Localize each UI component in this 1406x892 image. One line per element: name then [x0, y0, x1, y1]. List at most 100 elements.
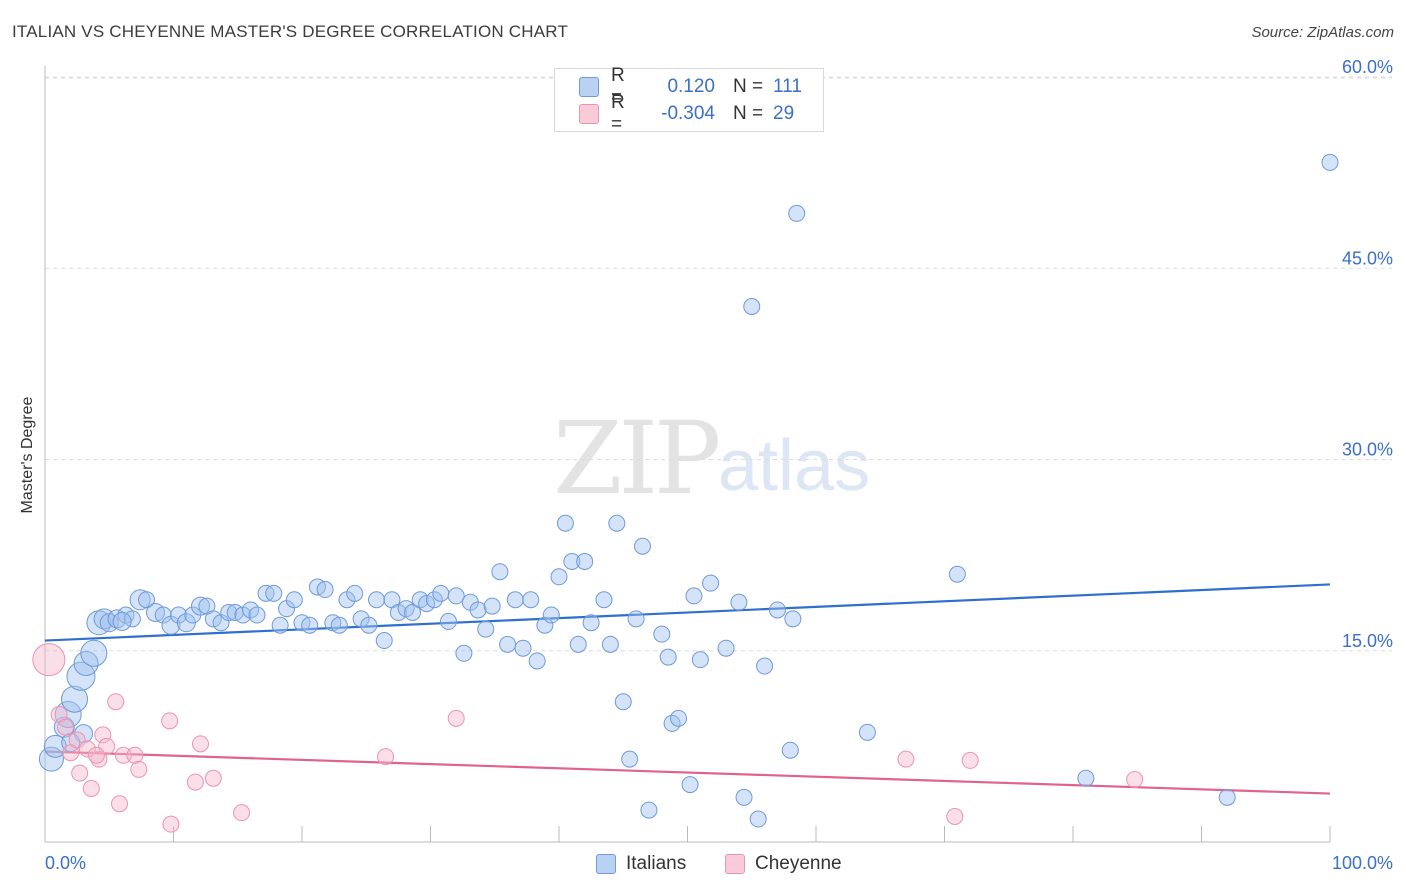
italians-point: [129, 589, 151, 611]
italians-point: [621, 750, 639, 768]
italians-point: [743, 298, 761, 315]
legend-r-value: 0.120: [667, 76, 715, 97]
legend-r-value: -0.304: [661, 103, 715, 124]
cheyenne-point: [71, 764, 89, 782]
x-tick-label: 0.0%: [45, 853, 86, 873]
italians-point: [627, 610, 645, 628]
chart-title: ITALIAN VS CHEYENNE MASTER'S DEGREE CORR…: [12, 22, 569, 41]
bottom-legend-italians: Italians: [596, 852, 686, 876]
italians-point: [107, 609, 127, 629]
italians-swatch: [596, 854, 616, 874]
italians-point: [469, 601, 487, 619]
cheyenne-point: [377, 748, 395, 766]
italians-point: [550, 568, 568, 586]
italians-point: [858, 723, 876, 741]
cheyenne-point: [162, 815, 180, 833]
italians-point: [595, 591, 613, 609]
y-tick-label: 60.0%: [1342, 57, 1393, 77]
italians-point: [447, 587, 465, 605]
italians-point: [685, 587, 703, 605]
cheyenne-point: [32, 643, 66, 677]
italians-points: [38, 153, 1339, 828]
italians-point: [768, 601, 786, 619]
italians-point: [756, 657, 774, 675]
italians-point: [38, 746, 64, 772]
italians-point: [1321, 153, 1339, 171]
italians-point: [499, 635, 517, 653]
italians-point: [360, 616, 378, 634]
watermark-zip: ZIP: [553, 400, 721, 517]
tick-labels: 15.0% 30.0% 45.0% 60.0% 0.0% 100.0%: [45, 57, 1393, 873]
italians-point: [601, 635, 619, 653]
italians-point: [375, 632, 393, 650]
bottom-legend-cheyenne-label: Cheyenne: [755, 853, 842, 874]
italians-point: [154, 606, 172, 624]
italians-point: [1218, 788, 1236, 806]
cheyenne-point: [94, 726, 112, 744]
italians-point: [432, 584, 450, 602]
italians-point: [112, 611, 132, 631]
cheyenne-point: [130, 760, 148, 778]
italians-point: [190, 596, 210, 616]
gridlines: [45, 76, 1392, 652]
cheyenne-points: [32, 643, 1144, 833]
italians-point: [717, 639, 735, 657]
legend-n-label: N =: [733, 103, 764, 124]
italians-point: [389, 604, 407, 621]
cheyenne-point: [191, 735, 209, 753]
italians-point: [248, 606, 266, 624]
italians-point: [691, 651, 709, 669]
watermark-atlas: atlas: [718, 426, 871, 506]
italians-point: [404, 604, 422, 621]
italians-point: [138, 591, 156, 609]
cheyenne-point: [78, 740, 96, 758]
x-tick-label: 100.0%: [1332, 853, 1393, 873]
italians-point: [425, 591, 443, 609]
italians-point: [483, 597, 501, 615]
italians-point: [265, 584, 283, 602]
source-label: Source: ZipAtlas.com: [1251, 24, 1394, 41]
italians-point: [781, 741, 799, 759]
italians-point: [301, 616, 319, 634]
italians-point: [330, 616, 348, 634]
italians-point: [439, 612, 457, 630]
italians-point: [659, 648, 677, 666]
y-tick-label: 15.0%: [1342, 631, 1393, 651]
italians-point: [608, 514, 626, 532]
cheyenne-point: [161, 712, 179, 730]
cheyenne-point: [57, 718, 75, 736]
italians-point: [784, 610, 802, 628]
italians-point: [285, 591, 303, 609]
italians-point: [640, 801, 658, 819]
italians-point: [670, 709, 688, 727]
legend-n-label: N =: [733, 76, 764, 97]
italians-point: [220, 604, 238, 621]
italians-point: [582, 614, 600, 632]
italians-point: [514, 639, 532, 657]
italians-point: [418, 595, 436, 613]
legend-row-italians: R = 0.120 N = 111: [579, 65, 802, 108]
italians-point: [66, 661, 96, 691]
cheyenne-point: [186, 773, 204, 791]
legend-r-label: R =: [611, 92, 625, 135]
italians-point: [556, 514, 574, 532]
cheyenne-point: [82, 779, 100, 797]
italians-point: [271, 616, 289, 634]
cheyenne-point: [1126, 771, 1144, 789]
italians-point: [749, 810, 767, 828]
italians-point: [477, 620, 495, 638]
italians-point: [614, 693, 632, 711]
cheyenne-point: [961, 751, 979, 769]
italians-point: [346, 584, 364, 602]
italians-point: [80, 639, 108, 667]
trend-lines: [44, 583, 1331, 795]
bottom-legend-cheyenne: Cheyenne: [725, 852, 842, 876]
italians-point: [54, 701, 82, 728]
italians-point: [948, 565, 966, 583]
italians-point: [491, 563, 509, 581]
italians-point: [528, 652, 546, 670]
italians-trend-line: [44, 583, 1331, 642]
cheyenne-point: [111, 795, 129, 813]
italians-point: [316, 581, 334, 599]
